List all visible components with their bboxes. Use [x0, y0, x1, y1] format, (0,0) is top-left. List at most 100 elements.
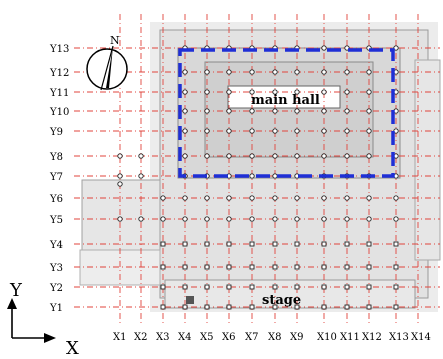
column-node — [182, 153, 188, 159]
column-node — [294, 284, 300, 290]
y-axis-labels: Y1 Y2 Y3 Y4 Y5 Y6 Y7 Y8 Y9 Y10 Y11 Y12 Y13 — [49, 44, 69, 314]
x-label-x8: X8 — [268, 332, 281, 343]
column-node — [344, 89, 350, 95]
column-node — [249, 195, 255, 201]
column-node — [393, 195, 399, 201]
column-node — [249, 108, 255, 114]
column-node — [182, 264, 188, 270]
column-nodes — [117, 45, 399, 310]
column-node — [272, 241, 278, 247]
column-node — [249, 173, 255, 179]
column-node — [272, 69, 278, 75]
y-label-y6: Y6 — [49, 194, 63, 205]
y-label-y5: Y5 — [49, 215, 63, 226]
column-node — [249, 153, 255, 159]
column-node — [249, 241, 255, 247]
x-axis-title: X — [66, 338, 79, 359]
column-node — [294, 69, 300, 75]
column-node — [321, 108, 327, 114]
y-label-y1: Y1 — [49, 303, 63, 314]
column-node — [138, 216, 144, 222]
column-node — [272, 195, 278, 201]
x-label-x14: X14 — [411, 332, 431, 343]
x-label-x9: X9 — [290, 332, 303, 343]
column-node — [294, 216, 300, 222]
x-label-x13: X13 — [389, 332, 409, 343]
column-node — [366, 153, 372, 159]
column-node — [226, 195, 232, 201]
column-node — [366, 284, 372, 290]
column-node — [204, 284, 210, 290]
column-node — [204, 304, 210, 310]
column-node — [272, 216, 278, 222]
column-node — [249, 284, 255, 290]
column-node — [226, 284, 232, 290]
column-node — [117, 173, 123, 179]
y-axis-title: Y — [9, 280, 23, 301]
column-node — [321, 195, 327, 201]
column-node — [366, 264, 372, 270]
column-node — [321, 89, 327, 95]
column-node — [204, 89, 210, 95]
x-label-x7: X7 — [245, 332, 258, 343]
column-node — [344, 69, 350, 75]
column-node — [366, 128, 372, 134]
column-node — [294, 195, 300, 201]
column-node — [182, 89, 188, 95]
column-node — [294, 89, 300, 95]
x-label-x11: X11 — [340, 332, 360, 343]
column-node — [204, 69, 210, 75]
column-node — [226, 128, 232, 134]
column-node — [117, 181, 123, 187]
left-wing — [81, 179, 161, 251]
column-node — [249, 89, 255, 95]
y-label-y10: Y10 — [49, 107, 69, 118]
column-node — [294, 241, 300, 247]
column-node — [344, 304, 350, 310]
column-node — [138, 153, 144, 159]
y-label-y8: Y8 — [49, 152, 63, 163]
column-node — [321, 128, 327, 134]
column-node — [182, 195, 188, 201]
column-node — [204, 153, 210, 159]
column-node — [366, 195, 372, 201]
grid-lines — [74, 14, 440, 326]
column-node — [117, 216, 123, 222]
column-node — [182, 69, 188, 75]
x-label-x12: X12 — [362, 332, 382, 343]
column-node — [226, 216, 232, 222]
main-hall-boundary — [178, 48, 395, 178]
column-node — [344, 128, 350, 134]
stage-label: stage — [262, 293, 301, 308]
column-node — [344, 108, 350, 114]
main-hall-label: main hall — [251, 93, 320, 108]
stage-marker — [186, 296, 194, 304]
column-node — [393, 45, 399, 51]
column-node — [226, 89, 232, 95]
y-label-y4: Y4 — [49, 240, 63, 251]
column-node — [160, 241, 166, 247]
column-node — [321, 304, 327, 310]
column-node — [272, 108, 278, 114]
y-label-y13: Y13 — [49, 44, 69, 55]
x-label-x10: X10 — [317, 332, 337, 343]
column-node — [204, 195, 210, 201]
column-node — [182, 241, 188, 247]
column-node — [366, 241, 372, 247]
column-node — [182, 128, 188, 134]
compass-north-label: N — [110, 34, 120, 47]
column-node — [294, 264, 300, 270]
column-node — [226, 241, 232, 247]
column-node — [117, 153, 123, 159]
column-node — [182, 216, 188, 222]
column-node — [226, 153, 232, 159]
y-label-y9: Y9 — [49, 127, 63, 138]
column-node — [366, 108, 372, 114]
column-node — [182, 284, 188, 290]
column-node — [272, 284, 278, 290]
column-node — [249, 216, 255, 222]
column-node — [366, 216, 372, 222]
column-node — [226, 69, 232, 75]
column-node — [393, 284, 399, 290]
